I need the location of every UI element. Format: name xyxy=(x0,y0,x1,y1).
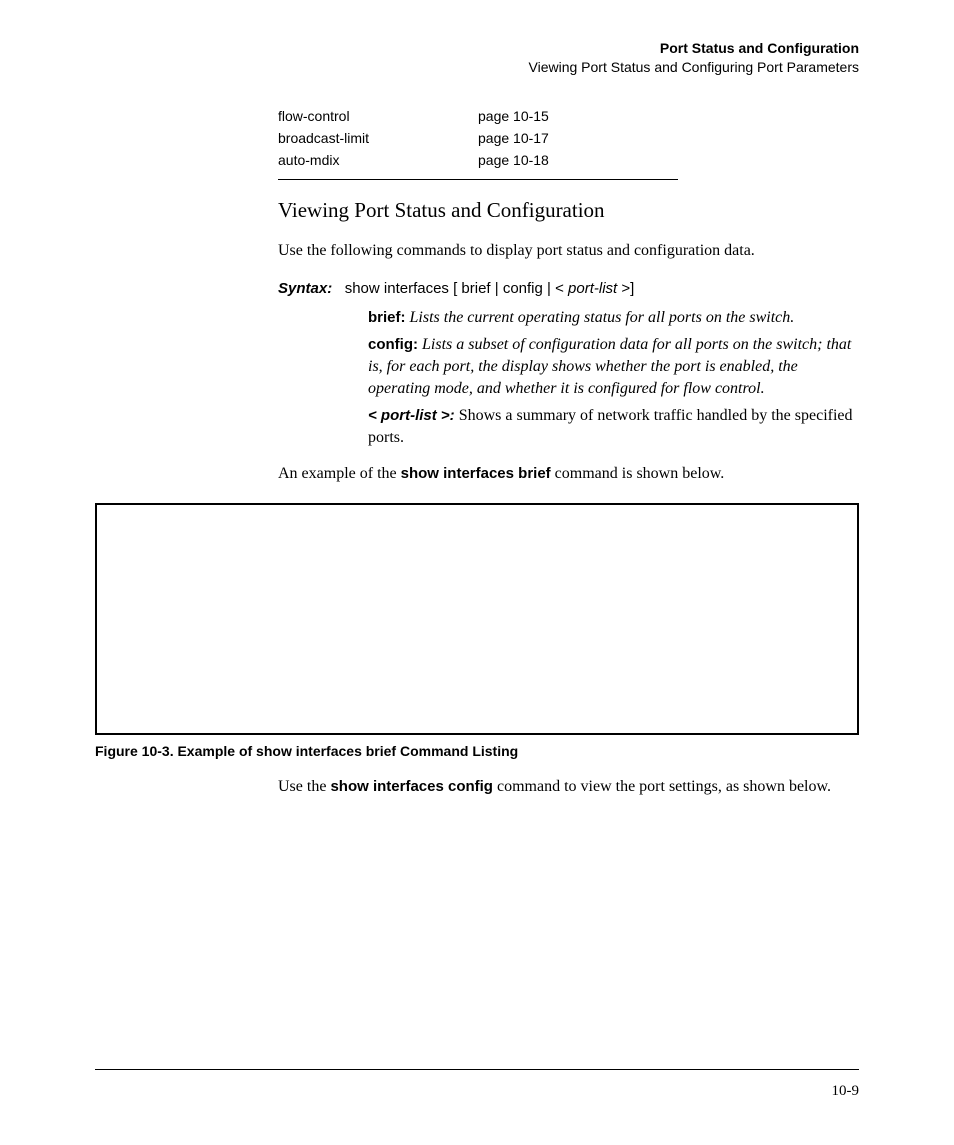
table-rule xyxy=(278,179,678,180)
ref-page: page 10-17 xyxy=(478,130,549,146)
closing-paragraph: Use the show interfaces config command t… xyxy=(278,777,859,798)
config-description: config: Lists a subset of configuration … xyxy=(368,334,859,399)
syntax-command-prefix xyxy=(336,280,344,297)
brief-text: Lists the current operating status for a… xyxy=(406,309,795,326)
closing-bold: show interfaces config xyxy=(330,778,493,795)
closing-pre: Use the xyxy=(278,778,330,795)
syntax-line: Syntax: show interfaces [ brief | config… xyxy=(278,280,859,297)
ref-label: broadcast-limit xyxy=(278,130,478,146)
example-intro-post: command is shown below. xyxy=(551,465,725,482)
brief-description: brief: Lists the current operating statu… xyxy=(368,307,859,329)
example-intro: An example of the show interfaces brief … xyxy=(278,464,859,485)
config-text: Lists a subset of configuration data for… xyxy=(368,336,851,396)
header-subtitle: Viewing Port Status and Configuring Port… xyxy=(95,59,859,75)
section-heading: Viewing Port Status and Configuration xyxy=(278,198,859,223)
syntax-command-pre: show interfaces [ brief | config | < xyxy=(345,280,568,297)
syntax-label: Syntax: xyxy=(278,280,332,297)
figure-box xyxy=(95,503,859,735)
table-row: auto-mdix page 10-18 xyxy=(278,149,678,171)
portlist-description: < port-list >: Shows a summary of networ… xyxy=(368,405,859,448)
table-row: broadcast-limit page 10-17 xyxy=(278,127,678,149)
syntax-block: Syntax: show interfaces [ brief | config… xyxy=(278,280,859,449)
syntax-command-suffix: >] xyxy=(617,280,634,297)
ref-page: page 10-15 xyxy=(478,108,549,124)
figure-caption: Figure 10-3. Example of show interfaces … xyxy=(95,743,859,759)
ref-label: auto-mdix xyxy=(278,152,478,168)
portlist-label: < port-list >: xyxy=(368,407,455,424)
closing-post: command to view the port settings, as sh… xyxy=(493,778,831,795)
config-label: config: xyxy=(368,336,418,353)
reference-table: flow-control page 10-15 broadcast-limit … xyxy=(278,105,678,171)
footer-rule xyxy=(95,1069,859,1070)
page-header: Port Status and Configuration Viewing Po… xyxy=(95,40,859,75)
syntax-command-italic: port-list xyxy=(568,280,617,297)
example-intro-pre: An example of the xyxy=(278,465,401,482)
table-row: flow-control page 10-15 xyxy=(278,105,678,127)
brief-label: brief: xyxy=(368,309,406,326)
ref-page: page 10-18 xyxy=(478,152,549,168)
example-intro-bold: show interfaces brief xyxy=(401,465,551,482)
ref-label: flow-control xyxy=(278,108,478,124)
intro-paragraph: Use the following commands to display po… xyxy=(278,241,859,262)
syntax-descriptions: brief: Lists the current operating statu… xyxy=(368,307,859,449)
page-number: 10-9 xyxy=(832,1083,860,1100)
header-title: Port Status and Configuration xyxy=(95,40,859,56)
